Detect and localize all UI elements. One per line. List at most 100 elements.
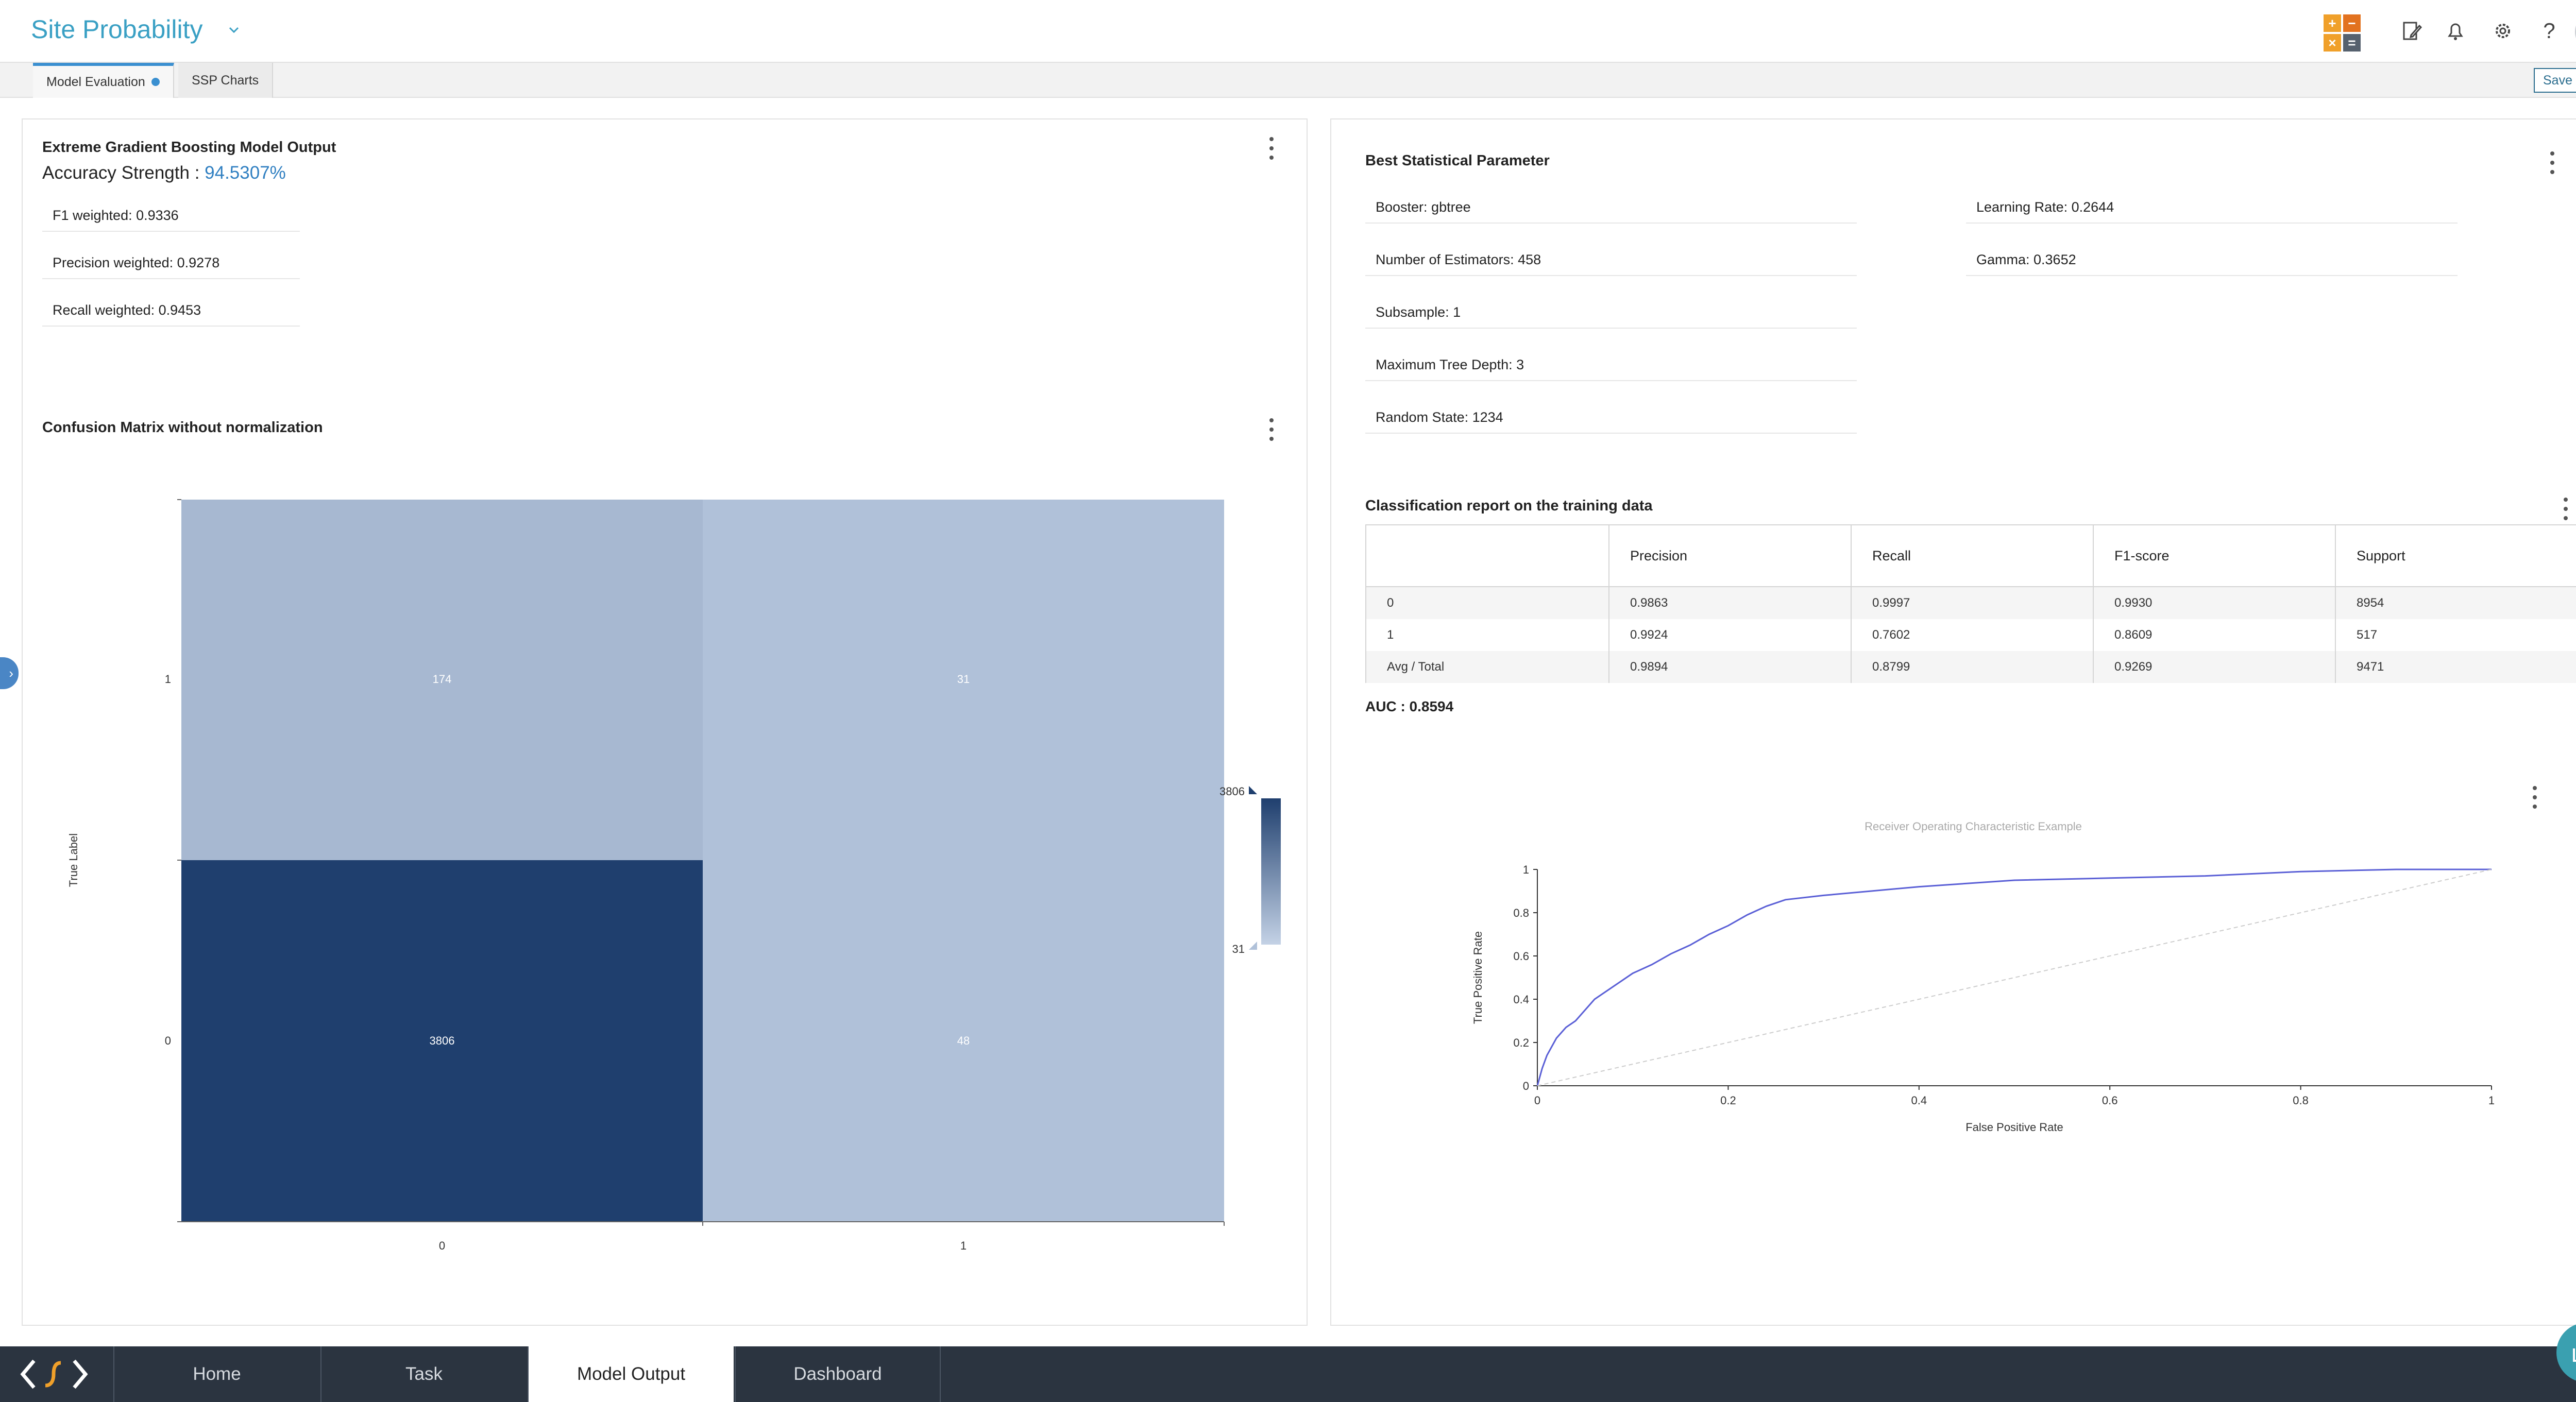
notes-icon[interactable]	[2396, 15, 2427, 46]
roc-curve	[1536, 868, 2492, 1086]
best-params-title: Best Statistical Parameter	[1365, 152, 1550, 169]
nav-task[interactable]: Task	[320, 1346, 527, 1402]
more-options-icon[interactable]	[2561, 498, 2571, 520]
table-header-cell: Recall	[1851, 525, 2093, 586]
param-booster: Booster: gbtree	[1365, 192, 1857, 224]
model-output-title: Extreme Gradient Boosting Model Output	[42, 139, 336, 156]
color-scale-min: 31	[1232, 943, 1245, 955]
auc-value: AUC : 0.8594	[1365, 698, 1454, 714]
chevron-right-icon[interactable]: ›	[0, 657, 19, 689]
cm-cell-1-1	[703, 500, 1224, 860]
classification-report-title: Classification report on the training da…	[1365, 498, 1653, 514]
table-row: 1 0.9924 0.7602 0.8609 517	[1366, 619, 2576, 651]
color-scale-bar	[1261, 798, 1281, 945]
param-learning-rate: Learning Rate: 0.2644	[1966, 192, 2458, 224]
x-tick-label: 1	[960, 1239, 967, 1252]
y-tick-label: 1	[1523, 863, 1529, 876]
tab-label: Model Evaluation	[46, 74, 145, 89]
x-tick-label: 0	[1534, 1094, 1540, 1107]
tab-bar: Model Evaluation SSP Charts Save Result	[0, 62, 2576, 98]
roc-baseline	[1537, 869, 2492, 1086]
accuracy-value: 94.5307%	[205, 163, 286, 183]
y-axis-label: True Positive Rate	[1471, 931, 1484, 1024]
classification-report-table: Precision Recall F1-score Support 0 0.98…	[1365, 524, 2576, 683]
save-result-button[interactable]: Save Result	[2534, 68, 2576, 93]
table-cell: 8954	[2335, 587, 2576, 619]
table-cell: 0.8609	[2093, 619, 2335, 651]
table-cell: 0	[1387, 596, 1394, 610]
y-tick-label: 0.2	[1513, 1036, 1529, 1049]
table-row: 0 0.9863 0.9997 0.9930 8954	[1366, 587, 2576, 619]
table-cell: 0.9997	[1851, 587, 2093, 619]
app-title[interactable]: Site Probability	[31, 15, 203, 44]
calculator-icon[interactable]: + − × =	[2324, 14, 2361, 52]
table-header-row: Precision Recall F1-score Support	[1366, 525, 2576, 587]
table-cell: 0.9863	[1608, 587, 1851, 619]
cm-value-1-0: 174	[433, 673, 452, 686]
tab-label: SSP Charts	[192, 73, 259, 88]
table-cell: 0.9894	[1608, 651, 1851, 683]
cm-cell-0-0	[181, 860, 703, 1222]
table-header-cell: Support	[2335, 525, 2576, 586]
x-tick-label: 0	[439, 1239, 445, 1252]
roc-chart: Receiver Operating Characteristic Exampl…	[1471, 820, 2495, 1134]
param-max-depth: Maximum Tree Depth: 3	[1365, 349, 1857, 381]
y-tick-label: 0.8	[1513, 907, 1529, 919]
y-tick-label: 1	[165, 673, 171, 686]
app-header: Site Probability + − × = ? RG	[0, 0, 2576, 62]
cm-value-0-1: 48	[957, 1034, 970, 1047]
tab-model-evaluation[interactable]: Model Evaluation	[33, 63, 174, 98]
help-icon[interactable]: ?	[2543, 19, 2555, 43]
confusion-matrix-chart: 174 31 3806 48 1 0 0 1 True Label 3806 3…	[67, 499, 1281, 1252]
more-options-icon[interactable]	[1266, 137, 1277, 160]
y-tick-label: 0.4	[1513, 993, 1529, 1006]
param-random-state: Random State: 1234	[1365, 402, 1857, 434]
table-cell: 517	[2335, 619, 2576, 651]
confusion-matrix-title: Confusion Matrix without normalization	[42, 419, 323, 436]
x-tick-label: 0.4	[1911, 1094, 1927, 1107]
more-options-icon[interactable]	[2547, 151, 2557, 174]
accuracy-label: Accuracy Strength :	[42, 163, 200, 183]
gear-icon[interactable]	[2487, 15, 2518, 46]
bell-icon[interactable]	[2440, 15, 2471, 46]
metric-precision-weighted: Precision weighted: 0.9278	[42, 247, 300, 279]
y-axis-label: True Label	[67, 833, 80, 887]
more-options-icon[interactable]	[1266, 418, 1277, 441]
x-tick-label: 0.2	[1720, 1094, 1736, 1107]
table-cell: 1	[1387, 628, 1394, 642]
chevron-down-icon[interactable]	[227, 23, 241, 37]
cm-cell-0-1	[703, 860, 1224, 1222]
app-logo-icon[interactable]	[15, 1356, 93, 1393]
y-tick-label: 0.6	[1513, 950, 1529, 963]
color-scale-max: 3806	[1219, 785, 1245, 798]
chart-title: Receiver Operating Characteristic Exampl…	[1865, 820, 2082, 833]
more-options-icon[interactable]	[2530, 786, 2540, 809]
x-tick-label: 0.6	[2102, 1094, 2118, 1107]
nav-model-output[interactable]: Model Output	[528, 1346, 734, 1402]
table-cell: 0.9269	[2093, 651, 2335, 683]
table-header-cell	[1366, 525, 1608, 586]
table-cell: Avg / Total	[1387, 660, 1445, 674]
y-tick-label: 0	[165, 1034, 171, 1047]
table-header-cell: Precision	[1608, 525, 1851, 586]
cm-value-1-1: 31	[957, 673, 970, 686]
table-header-cell: F1-score	[2093, 525, 2335, 586]
x-axis-label: False Positive Rate	[1965, 1121, 2063, 1134]
table-row: Avg / Total 0.9894 0.8799 0.9269 9471	[1366, 651, 2576, 683]
table-cell: 0.9924	[1608, 619, 1851, 651]
cm-value-0-0: 3806	[430, 1034, 455, 1047]
active-dot-icon	[151, 78, 160, 86]
tab-ssp-charts[interactable]: SSP Charts	[178, 63, 274, 98]
nav-dashboard[interactable]: Dashboard	[735, 1346, 941, 1402]
bottom-nav: Home Task Model Output Dashboard	[0, 1346, 2576, 1402]
metric-recall-weighted: Recall weighted: 0.9453	[42, 295, 300, 327]
y-tick-label: 0	[1523, 1080, 1529, 1092]
nav-home[interactable]: Home	[113, 1346, 319, 1402]
metric-f1-weighted: F1 weighted: 0.9336	[42, 200, 300, 232]
x-tick-label: 0.8	[2293, 1094, 2309, 1107]
avatar[interactable]: RG	[2575, 11, 2576, 53]
table-cell: 0.9930	[2093, 587, 2335, 619]
param-estimators: Number of Estimators: 458	[1365, 244, 1857, 276]
param-gamma: Gamma: 0.3652	[1966, 244, 2458, 276]
table-cell: 9471	[2335, 651, 2576, 683]
